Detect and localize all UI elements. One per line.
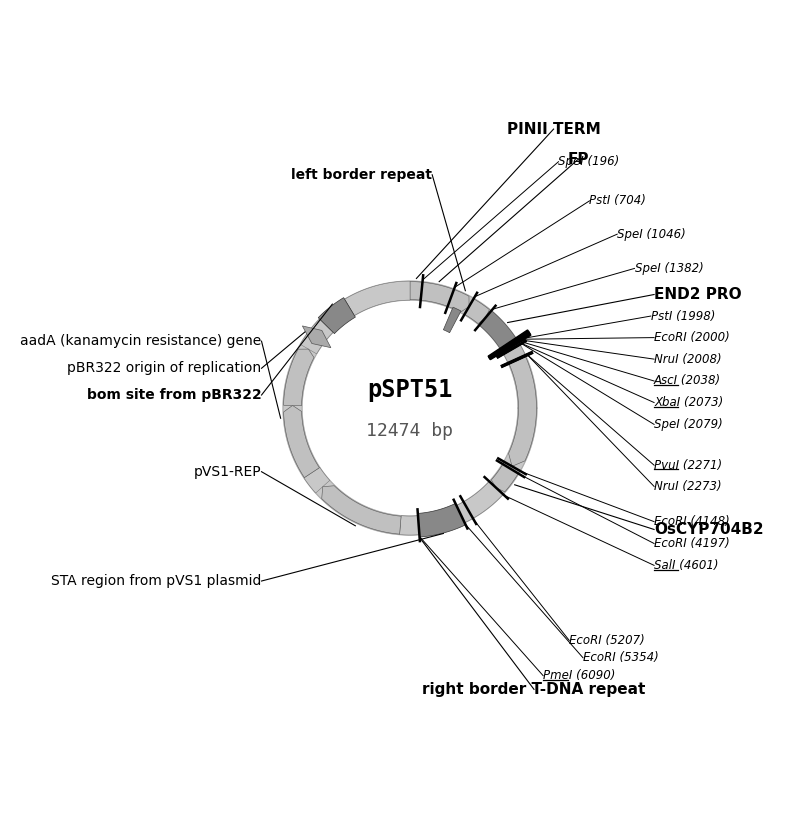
- Text: EcoRI (5354): EcoRI (5354): [583, 651, 658, 664]
- Polygon shape: [300, 319, 333, 354]
- Polygon shape: [502, 340, 526, 364]
- Polygon shape: [421, 282, 469, 312]
- Text: aadA (kanamycin resistance) gene: aadA (kanamycin resistance) gene: [20, 334, 262, 348]
- Polygon shape: [457, 481, 503, 523]
- Text: right border T-DNA repeat: right border T-DNA repeat: [422, 682, 646, 697]
- Polygon shape: [283, 281, 537, 535]
- Polygon shape: [418, 503, 466, 537]
- Polygon shape: [318, 298, 355, 333]
- Polygon shape: [465, 299, 490, 323]
- Text: AscI (2038): AscI (2038): [654, 374, 722, 388]
- Polygon shape: [345, 281, 410, 315]
- Text: 12474 bp: 12474 bp: [366, 422, 454, 440]
- Text: EcoRI (4197): EcoRI (4197): [654, 537, 730, 550]
- Polygon shape: [443, 307, 461, 333]
- Text: XbaI (2073): XbaI (2073): [654, 396, 723, 409]
- Text: OsCYP704B2: OsCYP704B2: [654, 522, 764, 537]
- Text: PvuI (2271): PvuI (2271): [654, 459, 722, 472]
- Text: FP: FP: [567, 152, 589, 167]
- Text: STA region from pVS1 plasmid: STA region from pVS1 plasmid: [51, 574, 262, 588]
- Text: pSPT51: pSPT51: [367, 378, 453, 402]
- Text: PINII TERM: PINII TERM: [506, 122, 601, 136]
- Polygon shape: [322, 486, 401, 534]
- Text: END2 PRO: END2 PRO: [654, 287, 742, 302]
- Text: EcoRI (4148): EcoRI (4148): [654, 515, 730, 528]
- Text: SpeI (196): SpeI (196): [558, 155, 620, 168]
- Polygon shape: [488, 330, 531, 360]
- Polygon shape: [283, 349, 314, 406]
- Text: SpeI (1382): SpeI (1382): [634, 262, 703, 275]
- Text: SalI (4601): SalI (4601): [654, 559, 718, 572]
- Text: EcoRI (5207): EcoRI (5207): [570, 634, 645, 647]
- Text: PstI (1998): PstI (1998): [651, 310, 715, 323]
- Polygon shape: [283, 406, 319, 478]
- Text: bom site from pBR322: bom site from pBR322: [86, 388, 262, 402]
- Polygon shape: [489, 332, 530, 359]
- Polygon shape: [304, 467, 330, 493]
- Text: SpeI (1046): SpeI (1046): [618, 227, 686, 241]
- Text: PmeI (6090): PmeI (6090): [543, 669, 615, 682]
- Polygon shape: [491, 462, 520, 492]
- Text: NruI (2273): NruI (2273): [654, 480, 722, 493]
- Polygon shape: [479, 310, 518, 351]
- Text: left border repeat: left border repeat: [291, 167, 432, 181]
- Polygon shape: [399, 516, 419, 535]
- Polygon shape: [302, 326, 331, 347]
- Text: NruI (2008): NruI (2008): [654, 353, 722, 365]
- Text: pVS1-REP: pVS1-REP: [194, 465, 262, 479]
- Polygon shape: [410, 282, 422, 300]
- Text: PstI (704): PstI (704): [590, 195, 646, 208]
- Text: EcoRI (2000): EcoRI (2000): [654, 331, 730, 344]
- Text: SpeI (2079): SpeI (2079): [654, 418, 723, 431]
- Polygon shape: [509, 355, 537, 466]
- Text: pBR322 origin of replication: pBR322 origin of replication: [67, 361, 262, 375]
